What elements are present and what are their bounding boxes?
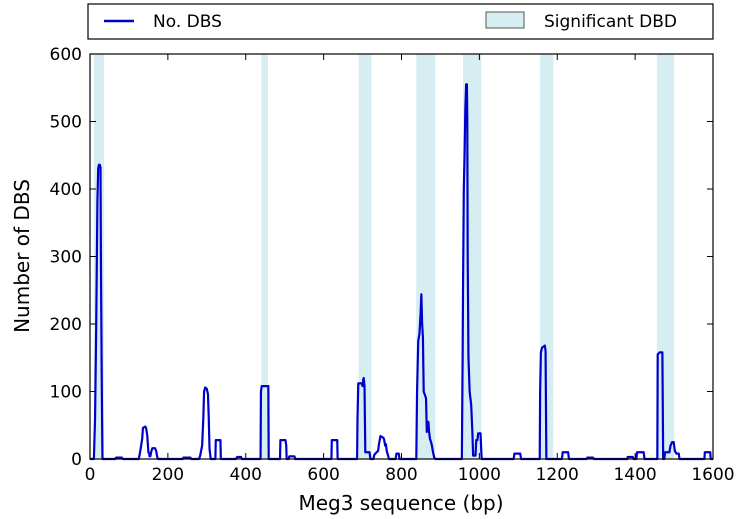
x-tick-label-600: 600 — [307, 465, 339, 485]
x-tick-label-400: 400 — [230, 465, 262, 485]
x-tick-label-200: 200 — [152, 465, 184, 485]
y-axis-title: Number of DBS — [10, 179, 34, 333]
x-tick-label-1600: 1600 — [691, 465, 734, 485]
series-line-1 — [90, 83, 713, 461]
legend-frame — [87, 3, 714, 40]
x-axis-title: Meg3 sequence (bp) — [298, 491, 503, 515]
significant-region-2 — [261, 54, 268, 459]
series-layer — [90, 83, 713, 461]
y-tick-label-400: 400 — [50, 180, 82, 200]
y-tick-label-0: 0 — [71, 450, 82, 470]
legend-label-significant-dbd: Significant DBD — [544, 12, 677, 32]
plot-frame — [89, 53, 714, 460]
significant-region-3 — [358, 54, 372, 459]
significant-region-1 — [93, 54, 105, 459]
significant-region-6 — [540, 54, 554, 459]
x-tick-label-1400: 1400 — [613, 465, 656, 485]
x-tick-label-0: 0 — [85, 465, 96, 485]
y-tick-label-300: 300 — [50, 248, 82, 268]
y-tick-label-600: 600 — [50, 45, 82, 65]
y-tick-label-500: 500 — [50, 113, 82, 133]
y-tick-label-200: 200 — [50, 315, 82, 335]
x-tick-label-1200: 1200 — [536, 465, 579, 485]
legend-label-no-dbs: No. DBS — [153, 12, 222, 32]
x-tick-label-1000: 1000 — [458, 465, 501, 485]
legend-patch-swatch — [485, 11, 525, 29]
ticks-layer: 0 200 400 600 800 1000 1200 1400 1600 0 100 200 300 4… — [50, 45, 735, 485]
significant-region-4 — [416, 54, 436, 459]
legend: No. DBS Significant DBD — [87, 3, 714, 40]
y-tick-label-100: 100 — [50, 383, 82, 403]
x-tick-label-800: 800 — [385, 465, 417, 485]
significant-regions — [93, 54, 675, 459]
significant-region-7 — [656, 54, 675, 459]
